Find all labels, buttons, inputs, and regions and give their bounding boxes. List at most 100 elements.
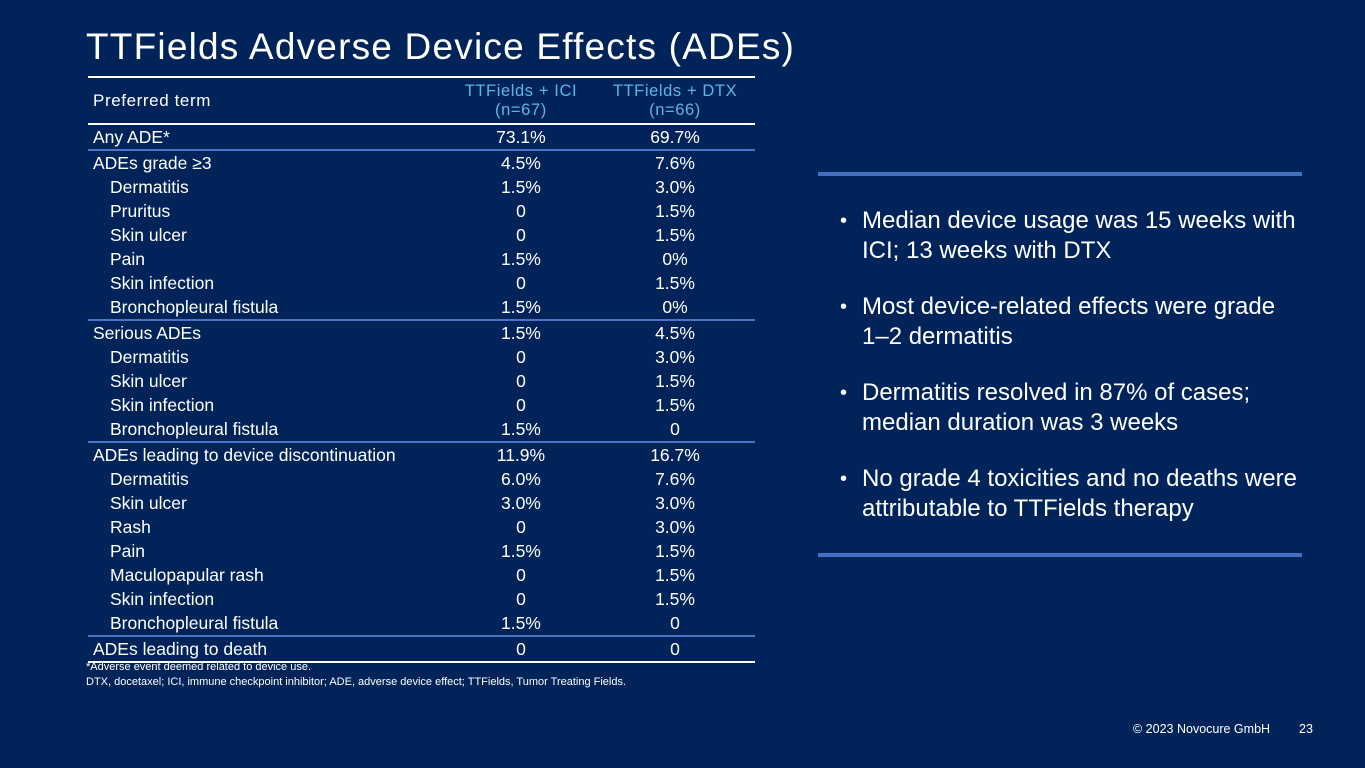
table-row: ADEs leading to death 0 0 [88, 636, 755, 662]
row-value-dtx: 3.0% [655, 177, 695, 197]
row-value-ici: 0 [516, 225, 526, 245]
row-value-dtx: 0% [662, 249, 688, 269]
row-value-dtx: 1.5% [655, 541, 695, 561]
page-number: 23 [1299, 722, 1313, 736]
row-value-dtx: 16.7% [650, 445, 700, 465]
bullet-marker: • [840, 296, 848, 318]
row-label: Skin ulcer [110, 371, 187, 391]
row-value-dtx: 1.5% [655, 201, 695, 221]
callout-top-rule [818, 172, 1302, 176]
row-value-ici: 1.5% [500, 177, 541, 197]
header-ici-n: (n=67) [495, 100, 547, 119]
row-value-ici: 0 [516, 201, 526, 221]
key-point: • Dermatitis resolved in 87% of cases; me… [840, 378, 1300, 438]
row-label: Pain [110, 541, 146, 561]
row-value-ici: 1.5% [500, 613, 541, 633]
row-value-dtx: 3.0% [655, 517, 695, 537]
table-row: Dermatitis 6.0% 7.6% [88, 467, 755, 491]
row-value-ici: 0 [516, 347, 526, 367]
table-row: Maculopapular rash 0 1.5% [88, 563, 755, 587]
row-label: ADEs leading to device discontinuation [93, 445, 396, 465]
key-point: • Most device-related effects were grade … [840, 292, 1300, 352]
footnote-abbreviations: DTX, docetaxel; ICI, immune checkpoint i… [86, 676, 627, 688]
row-value-ici: 4.5% [500, 153, 541, 173]
table-row: Bronchopleural fistula 1.5% 0 [88, 417, 755, 442]
row-value-dtx: 1.5% [655, 565, 695, 585]
header-ici-name: TTFields + ICI [464, 81, 578, 100]
key-point: • Median device usage was 15 weeks with I… [840, 206, 1300, 266]
header-preferred-term: Preferred term [93, 91, 211, 110]
table-row: Dermatitis 0 3.0% [88, 345, 755, 369]
row-label: Dermatitis [110, 177, 189, 197]
row-label: Skin ulcer [110, 493, 187, 513]
row-value-dtx: 1.5% [655, 395, 695, 415]
row-value-dtx: 0 [670, 419, 680, 439]
key-point: • No grade 4 toxicities and no deaths wer… [840, 464, 1300, 524]
footnote-ade-definition: *Adverse event deemed related to device … [86, 661, 312, 673]
bullet-marker: • [840, 210, 848, 232]
row-value-dtx: 0 [670, 613, 680, 633]
row-value-dtx: 3.0% [655, 347, 695, 367]
table-row: Skin ulcer 3.0% 3.0% [88, 491, 755, 515]
row-value-ici: 1.5% [500, 249, 541, 269]
row-value-ici: 0 [516, 395, 526, 415]
ade-table: Preferred term TTFields + ICI (n=67) TTF… [88, 76, 755, 663]
table-row: Bronchopleural fistula 1.5% 0 [88, 611, 755, 636]
row-value-ici: 0 [516, 639, 526, 659]
row-value-ici: 0 [516, 371, 526, 391]
row-value-dtx: 1.5% [655, 371, 695, 391]
table-row: Pain 1.5% 0% [88, 247, 755, 271]
table-row: Serious ADEs 1.5% 4.5% [88, 320, 755, 345]
table-header-row: Preferred term TTFields + ICI (n=67) TTF… [88, 77, 755, 124]
row-label: Any ADE* [93, 127, 170, 147]
table-row: ADEs leading to device discontinuation 1… [88, 442, 755, 467]
table-row: Skin ulcer 0 1.5% [88, 369, 755, 393]
row-label: Skin infection [110, 395, 215, 415]
row-label: Dermatitis [110, 347, 189, 367]
row-value-ici: 0 [516, 517, 526, 537]
row-label: Maculopapular rash [110, 565, 264, 585]
footnotes: *Adverse event deemed related to device … [86, 660, 626, 690]
key-points-list: • Median device usage was 15 weeks with I… [840, 206, 1300, 550]
row-label: Serious ADEs [93, 323, 201, 343]
row-value-ici: 0 [516, 589, 526, 609]
row-value-ici: 1.5% [500, 297, 541, 317]
row-value-dtx: 1.5% [655, 273, 695, 293]
row-value-dtx: 7.6% [655, 469, 695, 489]
row-label: Skin infection [110, 589, 215, 609]
key-point-text: Most device-related effects were grade 1… [862, 293, 1276, 350]
row-label: Pain [110, 249, 146, 269]
table-row: Bronchopleural fistula 1.5% 0% [88, 295, 755, 320]
key-point-text: Dermatitis resolved in 87% of cases; med… [862, 379, 1251, 436]
table-row: Pruritus 0 1.5% [88, 199, 755, 223]
row-value-ici: 1.5% [500, 541, 541, 561]
header-ttfields-dtx: TTFields + DTX (n=66) [595, 77, 755, 124]
row-value-dtx: 7.6% [655, 153, 695, 173]
row-label: Skin infection [110, 273, 215, 293]
row-value-ici: 1.5% [500, 419, 541, 439]
table-row: ADEs grade ≥3 4.5% 7.6% [88, 150, 755, 175]
row-label: Bronchopleural fistula [110, 297, 279, 317]
row-label: Pruritus [110, 201, 171, 221]
row-label: Skin ulcer [110, 225, 187, 245]
row-value-ici: 73.1% [496, 127, 546, 147]
row-value-dtx: 4.5% [655, 323, 695, 343]
row-label: Bronchopleural fistula [110, 613, 279, 633]
row-label: ADEs leading to death [93, 639, 268, 659]
bullet-marker: • [840, 468, 848, 490]
header-dtx-name: TTFields + DTX [612, 81, 738, 100]
table-row: Dermatitis 1.5% 3.0% [88, 175, 755, 199]
table-row: Any ADE* 73.1% 69.7% [88, 124, 755, 150]
row-label: ADEs grade ≥3 [93, 153, 212, 173]
table-row: Skin infection 0 1.5% [88, 271, 755, 295]
row-label: Bronchopleural fistula [110, 419, 279, 439]
bullet-marker: • [840, 382, 848, 404]
row-value-ici: 1.5% [500, 323, 541, 343]
table-row: Rash 0 3.0% [88, 515, 755, 539]
key-point-text: No grade 4 toxicities and no deaths were… [862, 465, 1297, 522]
row-label: Rash [110, 517, 151, 537]
row-value-ici: 0 [516, 565, 526, 585]
row-value-dtx: 0 [670, 639, 680, 659]
row-value-ici: 6.0% [500, 469, 541, 489]
row-value-dtx: 69.7% [650, 127, 700, 147]
